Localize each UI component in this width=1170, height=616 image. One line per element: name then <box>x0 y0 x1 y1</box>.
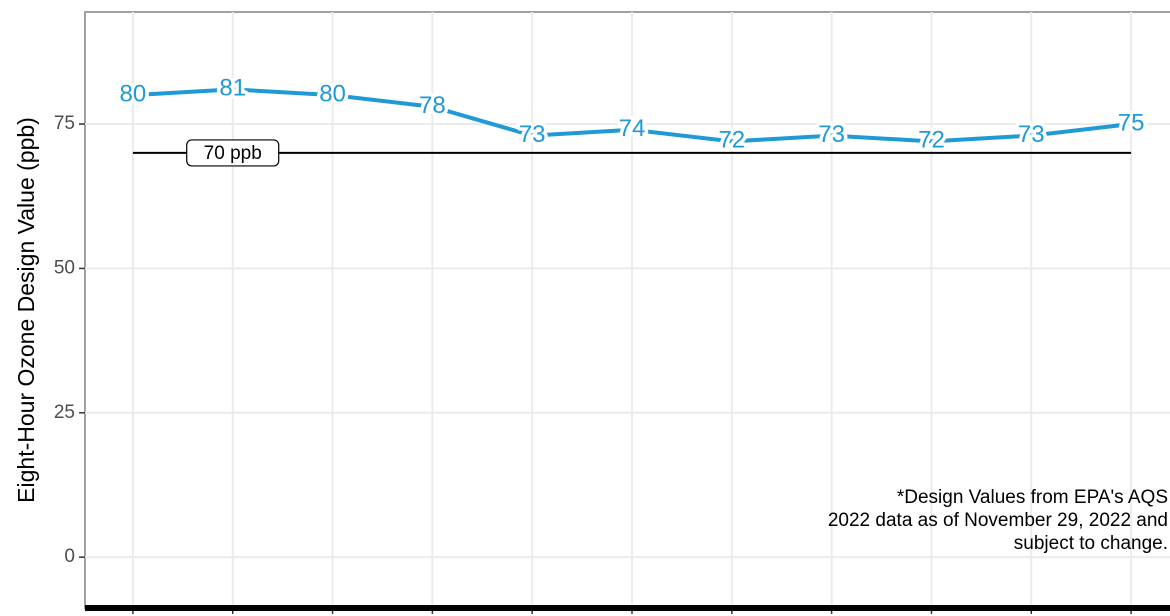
data-label: 81 <box>219 75 246 102</box>
data-label: 80 <box>120 81 147 108</box>
data-label: 72 <box>718 127 745 154</box>
y-axis-label: Eight-Hour Ozone Design Value (ppb) <box>13 117 39 503</box>
data-label: 73 <box>818 121 845 148</box>
data-label: 80 <box>319 81 346 108</box>
y-tick-label: 0 <box>64 546 75 567</box>
reference-label-box <box>186 139 280 167</box>
data-label: 73 <box>1018 121 1045 148</box>
annotation: 2022 data as of November 29, 2022 and <box>828 510 1168 531</box>
y-tick-label: 75 <box>54 113 75 134</box>
y-tick-label: 25 <box>54 402 75 423</box>
plot-panel <box>84 11 1170 609</box>
annotation: subject to change. <box>1014 533 1168 554</box>
reference-label: 70 ppb <box>204 143 262 164</box>
data-label: 74 <box>619 115 646 142</box>
y-tick-label: 50 <box>54 257 75 278</box>
data-label: 72 <box>918 127 945 154</box>
data-line <box>132 87 1132 144</box>
data-label: 75 <box>1118 109 1145 136</box>
data-label: 78 <box>419 92 446 119</box>
data-label: 73 <box>519 121 546 148</box>
annotation: *Design Values from EPA's AQS <box>897 487 1168 508</box>
